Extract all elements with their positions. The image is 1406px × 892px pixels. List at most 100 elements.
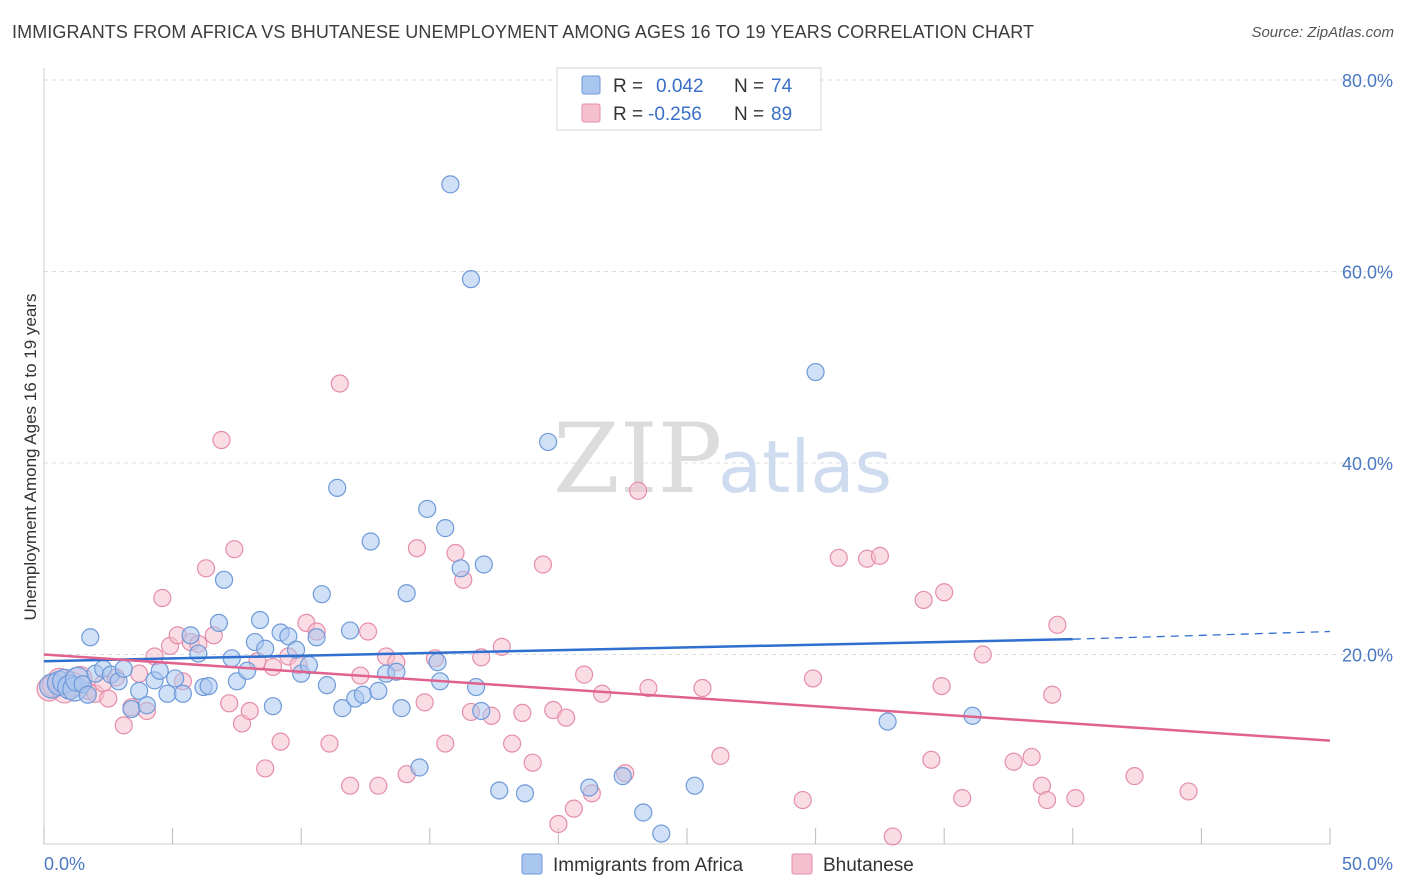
trend-line-africa [43, 637, 1073, 663]
point-africa-13 [114, 659, 133, 678]
point-africa-23 [189, 644, 208, 663]
point-bhutanese-22 [196, 559, 216, 578]
point-africa-37 [286, 640, 306, 659]
point-bhutanese-66 [593, 684, 612, 703]
point-bhutanese-41 [358, 622, 378, 641]
y-axis-title: Unemployment Among Ages 16 to 19 years [21, 294, 40, 621]
point-bhutanese-69 [639, 678, 658, 698]
point-africa-69 [613, 767, 632, 786]
legend-swatch-africa [581, 75, 601, 95]
point-bhutanese-62 [557, 708, 576, 727]
point-bhutanese-55 [492, 637, 511, 656]
point-bhutanese-50 [446, 543, 465, 563]
point-africa-45 [340, 621, 360, 640]
legend-n-value-bhutanese: 89 [771, 104, 792, 125]
correlation-legend: R = 0.042 N = 74 R = -0.256 N = 89 [556, 67, 822, 131]
point-africa-66 [515, 784, 535, 803]
point-africa-25 [199, 676, 218, 696]
point-bhutanese-11 [114, 716, 133, 735]
point-africa-47 [353, 685, 373, 704]
point-africa-43 [328, 478, 347, 497]
point-bhutanese-49 [436, 734, 455, 753]
point-bhutanese-76 [870, 546, 890, 565]
legend-box [556, 67, 822, 131]
y-tick-label-60: 60.0% [1342, 263, 1393, 283]
point-bhutanese-78 [914, 590, 933, 610]
point-bhutanese-74 [829, 548, 848, 567]
point-africa-59 [441, 175, 460, 194]
point-africa-20 [166, 669, 185, 688]
point-bhutanese-68 [629, 481, 648, 500]
series-legend-swatch-africa [521, 853, 543, 875]
point-africa-64 [474, 555, 493, 574]
watermark-atlas: atlas [718, 425, 892, 509]
x-tick-label-max: 50.0% [1342, 854, 1393, 874]
point-africa-68 [580, 778, 599, 797]
point-africa-55 [418, 499, 437, 519]
point-africa-73 [806, 362, 825, 382]
point-bhutanese-89 [1048, 615, 1067, 634]
point-bhutanese-85 [1022, 747, 1041, 767]
point-bhutanese-56 [503, 734, 522, 753]
point-bhutanese-72 [793, 790, 812, 810]
point-bhutanese-24 [212, 430, 231, 450]
point-africa-61 [461, 270, 481, 289]
point-africa-15 [130, 681, 149, 700]
point-africa-30 [238, 661, 257, 680]
point-bhutanese-90 [1066, 789, 1085, 808]
point-africa-60 [451, 559, 470, 578]
point-africa-54 [410, 758, 429, 777]
point-africa-22 [181, 626, 200, 645]
point-bhutanese-30 [256, 759, 275, 778]
trend-line-extension-africa [1072, 630, 1331, 640]
series-legend-label-bhutanese: Bhutanese [823, 855, 914, 876]
point-bhutanese-79 [922, 750, 941, 769]
point-africa-33 [256, 639, 275, 658]
point-bhutanese-59 [533, 555, 553, 574]
series-legend: Immigrants from Africa Bhutanese [521, 853, 914, 876]
point-africa-36 [279, 627, 298, 646]
chart-title: IMMIGRANTS FROM AFRICA VS BHUTANESE UNEM… [12, 22, 1035, 42]
chart-source: Source: ZipAtlas.com [1251, 24, 1394, 41]
point-bhutanese-38 [330, 374, 349, 393]
point-bhutanese-84 [1004, 752, 1023, 771]
point-africa-21 [173, 684, 192, 703]
trend-lines [43, 630, 1331, 742]
series-africa-points [39, 175, 982, 843]
point-bhutanese-31 [263, 657, 283, 677]
legend-swatch-bhutanese [581, 103, 601, 123]
point-bhutanese-42 [369, 776, 388, 795]
x-tick-labels: 0.0% 50.0% [44, 854, 1393, 874]
legend-r-value-bhutanese: -0.256 [648, 104, 702, 125]
point-bhutanese-80 [932, 676, 951, 696]
point-africa-18 [150, 661, 169, 680]
point-bhutanese-39 [340, 776, 360, 795]
legend-n-value-africa: 74 [771, 76, 793, 97]
point-africa-42 [317, 676, 337, 695]
point-africa-14 [122, 699, 141, 719]
watermark: ZIP atlas [553, 403, 892, 515]
point-africa-32 [250, 610, 270, 630]
point-africa-7 [78, 685, 97, 704]
y-tick-labels: 20.0% 40.0% 60.0% 80.0% [1342, 71, 1393, 666]
point-bhutanese-58 [523, 753, 542, 772]
point-africa-56 [428, 653, 447, 672]
legend-n-label-bhutanese: N = [734, 104, 764, 125]
point-africa-52 [392, 699, 411, 718]
point-africa-63 [472, 701, 491, 721]
point-bhutanese-77 [883, 827, 902, 846]
point-bhutanese-82 [953, 789, 972, 808]
series-legend-swatch-bhutanese [791, 853, 813, 875]
legend-r-value-africa: 0.042 [656, 76, 704, 97]
point-bhutanese-61 [549, 814, 568, 834]
point-bhutanese-32 [271, 732, 290, 751]
point-bhutanese-9 [99, 689, 118, 708]
point-africa-26 [209, 613, 228, 633]
point-bhutanese-46 [407, 539, 427, 558]
point-bhutanese-26 [225, 540, 244, 559]
axes [43, 68, 1331, 845]
trend-line-bhutanese [43, 653, 1331, 742]
point-africa-53 [397, 584, 416, 603]
point-bhutanese-16 [153, 588, 172, 608]
